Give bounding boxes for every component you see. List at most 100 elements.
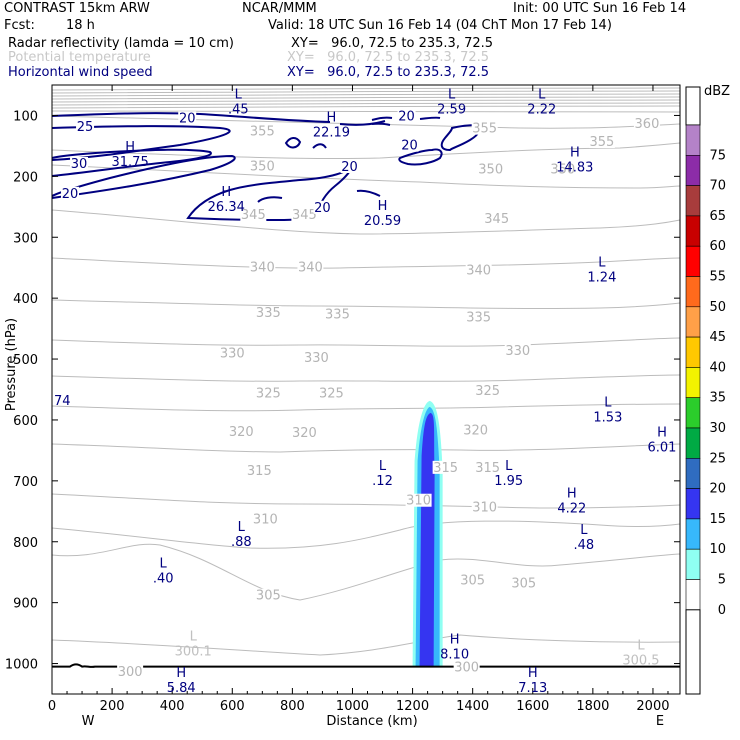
theta-label-bg xyxy=(255,306,282,320)
theta-label: 310 xyxy=(472,500,497,515)
theta-label: 335 xyxy=(466,310,491,325)
theta-label-bg xyxy=(483,211,510,225)
colorbar-top-cap xyxy=(685,86,701,126)
theta-label-bg xyxy=(318,386,345,400)
x-tick-label: 400 xyxy=(160,699,185,714)
extremum-value: 1.24 xyxy=(587,270,616,285)
theta-label: 310 xyxy=(406,494,431,509)
theta-label: 345 xyxy=(292,208,317,223)
wind-speed-label-bg xyxy=(76,119,95,133)
east-endpoint-label: E xyxy=(656,714,664,729)
extremum-value: .48 xyxy=(574,538,595,553)
theta-label-bg xyxy=(504,343,531,357)
colorbar-swatch xyxy=(685,397,701,429)
x-tick-label: 1800 xyxy=(576,699,609,714)
wind-speed-label: 20 xyxy=(398,109,415,124)
extremum-value: 4.22 xyxy=(557,501,586,516)
extremum-marker: L xyxy=(379,459,387,474)
theta-label: 335 xyxy=(256,306,281,321)
colorbar-label: 10 xyxy=(709,542,726,557)
model-name: CONTRAST 15km ARW xyxy=(4,1,150,16)
theta-label-bg xyxy=(297,260,324,274)
theta-label-bg xyxy=(453,660,480,674)
colorbar-swatch xyxy=(685,367,701,398)
theta-label-bg xyxy=(432,460,459,474)
wind-speed-label-bg xyxy=(61,186,80,200)
colorbar-label: 45 xyxy=(709,330,726,345)
theta-label: 325 xyxy=(319,387,344,402)
x-tick-label: 2000 xyxy=(636,699,669,714)
colorbar-swatch xyxy=(685,518,701,550)
theta-label: 345 xyxy=(484,212,509,227)
theta-label-bg xyxy=(588,135,615,149)
theta-label: 325 xyxy=(475,384,500,399)
colorbar-label: 30 xyxy=(709,421,726,436)
forecast-hour: 18 h xyxy=(66,18,95,33)
y-tick-label: 900 xyxy=(13,597,38,612)
center-name: NCAR/MMM xyxy=(242,1,317,16)
colorbar-swatch xyxy=(685,336,701,368)
field-theta-xy: XY= 96.0, 72.5 to 235.3, 72.5 xyxy=(287,50,490,65)
extremum-marker: H xyxy=(570,145,580,160)
y-tick-label: 700 xyxy=(13,475,38,490)
theta-label: 345 xyxy=(241,208,266,223)
theta-label-bg xyxy=(477,162,504,176)
theta-label-bg xyxy=(405,493,432,507)
theta-label: 320 xyxy=(229,425,254,440)
theta-label-bg xyxy=(219,346,246,360)
colorbar-label: 50 xyxy=(709,300,726,315)
extremum-marker: H xyxy=(327,111,337,126)
west-endpoint-label: W xyxy=(82,714,95,729)
wind-speed-label-bg xyxy=(70,156,89,170)
extremum-value: 1.53 xyxy=(593,411,622,426)
extremum-marker: H xyxy=(378,199,388,214)
x-tick-label: 1400 xyxy=(456,699,489,714)
extremum-value: 8.10 xyxy=(440,647,469,662)
colorbar-unit: dBZ xyxy=(704,84,730,99)
extremum-marker: L xyxy=(235,87,243,102)
theta-label: 325 xyxy=(256,387,281,402)
extremum-marker: L xyxy=(598,255,606,270)
extremum-marker: L xyxy=(505,459,513,474)
extremum-value: .40 xyxy=(153,571,174,586)
colorbar-label: 25 xyxy=(709,451,726,466)
theta-label-bg xyxy=(549,162,576,176)
init-time: Init: 00 UTC Sun 16 Feb 14 xyxy=(513,1,687,16)
x-axis-label: Distance (km) xyxy=(326,714,417,729)
theta-label-bg xyxy=(252,512,279,526)
colorbar-swatch xyxy=(685,457,701,489)
theta-label-bg xyxy=(240,208,267,222)
theta-label: 305 xyxy=(256,589,281,604)
y-tick-label: 400 xyxy=(13,292,38,307)
colorbar-label: 40 xyxy=(709,360,726,375)
extremum-value: .12 xyxy=(372,474,393,489)
theta-label: 330 xyxy=(220,346,245,361)
colorbar-swatch xyxy=(685,155,701,186)
theta-label-bg xyxy=(474,460,501,474)
extremum-marker: H xyxy=(450,632,460,647)
colorbar-swatch xyxy=(685,427,701,459)
colorbar-swatch xyxy=(685,185,701,217)
theta-label-bg xyxy=(633,116,660,130)
field-wind-xy: XY= 96.0, 72.5 to 235.3, 72.5 xyxy=(287,65,490,80)
extremum-marker: L xyxy=(160,556,168,571)
colorbar-swatch xyxy=(685,579,701,611)
wind-speed-label-bg xyxy=(313,200,332,214)
wind-speed-label: 20 xyxy=(62,187,79,202)
theta-label: 320 xyxy=(292,426,317,441)
theta-label: 355 xyxy=(472,122,497,137)
extremum-marker: L xyxy=(538,87,546,102)
theta-label-bg xyxy=(510,576,537,590)
extremum-value: 26.34 xyxy=(208,200,245,215)
x-tick-label: 1600 xyxy=(516,699,549,714)
extremum-marker: L xyxy=(448,87,456,102)
extremum-value: .45 xyxy=(228,102,249,117)
colorbar-swatch xyxy=(685,245,701,277)
colorbar-label: 35 xyxy=(709,391,726,406)
y-axis-label: Pressure (hPa) xyxy=(4,318,19,411)
wind-speed-label-bg xyxy=(340,159,359,173)
wind-speed-label-bg xyxy=(178,111,197,125)
theta-label: 330 xyxy=(304,351,329,366)
